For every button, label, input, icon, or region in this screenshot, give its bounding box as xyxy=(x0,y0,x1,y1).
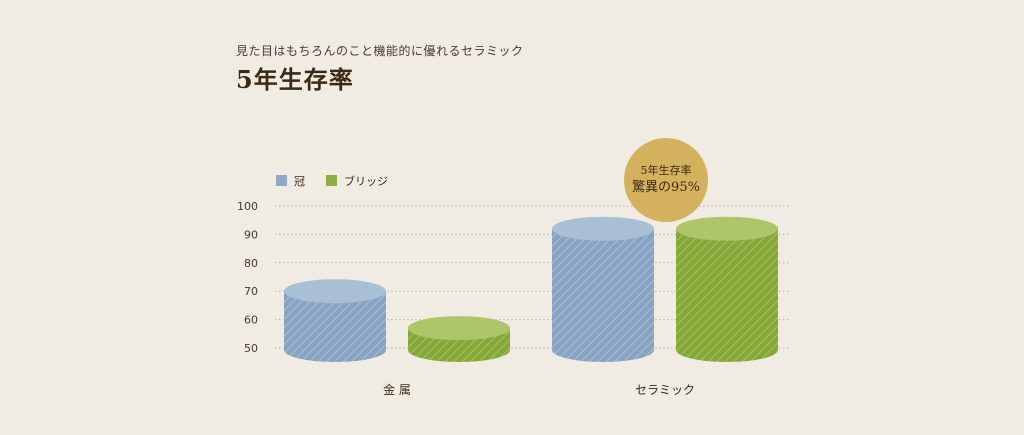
y-tick-label: 50 xyxy=(244,342,258,355)
annotation-badge xyxy=(624,138,708,222)
y-tick-label: 100 xyxy=(237,200,258,213)
bar-top xyxy=(676,216,778,241)
annotation-line2: 驚異の95% xyxy=(632,179,700,195)
legend-label: 冠 xyxy=(294,175,305,188)
legend-swatch xyxy=(276,175,287,186)
bar-body xyxy=(552,228,654,362)
x-category-label: セラミック xyxy=(635,383,695,397)
annotation-line1: 5年生存率 xyxy=(641,163,692,177)
page-subtitle: 見た目はもちろんのこと機能的に優れるセラミック xyxy=(236,44,524,58)
bar-body xyxy=(284,291,386,362)
bar-top xyxy=(552,216,654,241)
legend-label: ブリッジ xyxy=(344,174,388,188)
x-category-label: 金 属 xyxy=(383,382,411,397)
y-tick-label: 70 xyxy=(244,285,258,298)
bar-top xyxy=(284,279,386,304)
y-tick-label: 60 xyxy=(244,314,258,327)
y-tick-label: 80 xyxy=(244,257,258,270)
bar-top xyxy=(408,316,510,341)
legend-swatch xyxy=(326,175,337,186)
y-tick-label: 90 xyxy=(244,228,258,241)
bar-body xyxy=(676,228,778,362)
page-title: 5年生存率 xyxy=(236,65,354,94)
